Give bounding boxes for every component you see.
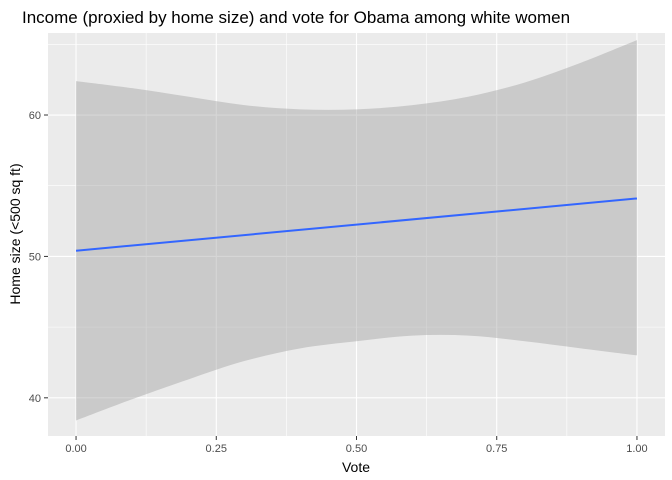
x-tick-label: 0.50 <box>346 443 367 455</box>
series-layer <box>75 197 638 252</box>
y-axis-ticks: 40 50 60 <box>29 110 48 405</box>
x-tick-label: 0.00 <box>65 443 86 455</box>
x-tick-label: 0.25 <box>206 443 227 455</box>
y-axis-title: Home size (<500 sq ft) <box>7 163 23 304</box>
x-axis-ticks: 0.00 0.25 0.50 0.75 1.00 <box>65 436 648 455</box>
y-tick-label: 40 <box>29 393 41 405</box>
x-axis-title: Vote <box>342 459 370 475</box>
y-tick-label: 60 <box>29 110 41 122</box>
chart-title: Income (proxied by home size) and vote f… <box>22 8 570 27</box>
x-tick-label: 1.00 <box>626 443 647 455</box>
grid-major <box>48 33 665 436</box>
regression-line <box>75 197 638 252</box>
y-tick-label: 50 <box>29 251 41 263</box>
confidence-band <box>76 40 637 421</box>
confidence-band-layer <box>76 40 637 421</box>
x-tick-label: 0.75 <box>486 443 507 455</box>
